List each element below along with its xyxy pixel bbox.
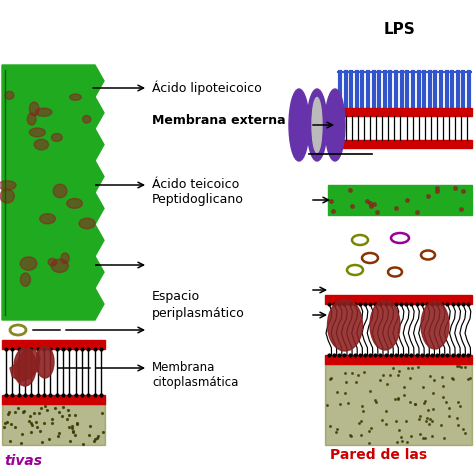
Ellipse shape (35, 108, 52, 116)
Ellipse shape (20, 257, 37, 270)
Text: Membrana
citoplasmática: Membrana citoplasmática (152, 361, 238, 389)
Ellipse shape (36, 346, 54, 378)
Polygon shape (2, 65, 104, 320)
Ellipse shape (34, 139, 48, 150)
Ellipse shape (312, 98, 322, 153)
Text: Espacio
periplasmático: Espacio periplasmático (152, 290, 245, 320)
Ellipse shape (51, 134, 62, 141)
Bar (325, 364, 472, 445)
Ellipse shape (48, 258, 56, 266)
Ellipse shape (0, 189, 14, 203)
Ellipse shape (27, 113, 36, 125)
Polygon shape (10, 348, 40, 382)
Bar (335, 108, 472, 116)
Bar (328, 185, 472, 215)
Ellipse shape (67, 199, 82, 209)
Ellipse shape (325, 89, 345, 161)
Ellipse shape (79, 218, 95, 229)
Ellipse shape (51, 259, 68, 273)
Ellipse shape (20, 273, 30, 286)
Text: Ácido lipoteicoico: Ácido lipoteicoico (152, 81, 262, 95)
Bar (325, 295, 472, 304)
Ellipse shape (0, 181, 16, 190)
Ellipse shape (5, 91, 14, 100)
Ellipse shape (14, 348, 36, 386)
Text: Membrana externa: Membrana externa (152, 113, 286, 127)
Ellipse shape (421, 301, 449, 349)
Ellipse shape (328, 299, 363, 351)
Text: tivas: tivas (4, 454, 42, 468)
Bar (2, 340, 105, 349)
Ellipse shape (29, 128, 46, 137)
Ellipse shape (307, 89, 327, 161)
Bar (325, 355, 472, 364)
Ellipse shape (29, 102, 39, 116)
Text: LPS: LPS (384, 22, 416, 37)
Ellipse shape (70, 94, 81, 100)
Ellipse shape (82, 116, 91, 123)
Text: Ácido teicoico: Ácido teicoico (152, 179, 239, 191)
Ellipse shape (40, 214, 55, 224)
Bar (2, 395, 105, 404)
Ellipse shape (370, 300, 400, 350)
Text: Pared de las: Pared de las (330, 448, 427, 462)
Bar (2, 404, 105, 445)
Ellipse shape (289, 89, 309, 161)
Bar (335, 140, 472, 148)
Ellipse shape (61, 253, 69, 264)
Text: Peptidoglicano: Peptidoglicano (152, 193, 244, 207)
Ellipse shape (53, 184, 67, 198)
